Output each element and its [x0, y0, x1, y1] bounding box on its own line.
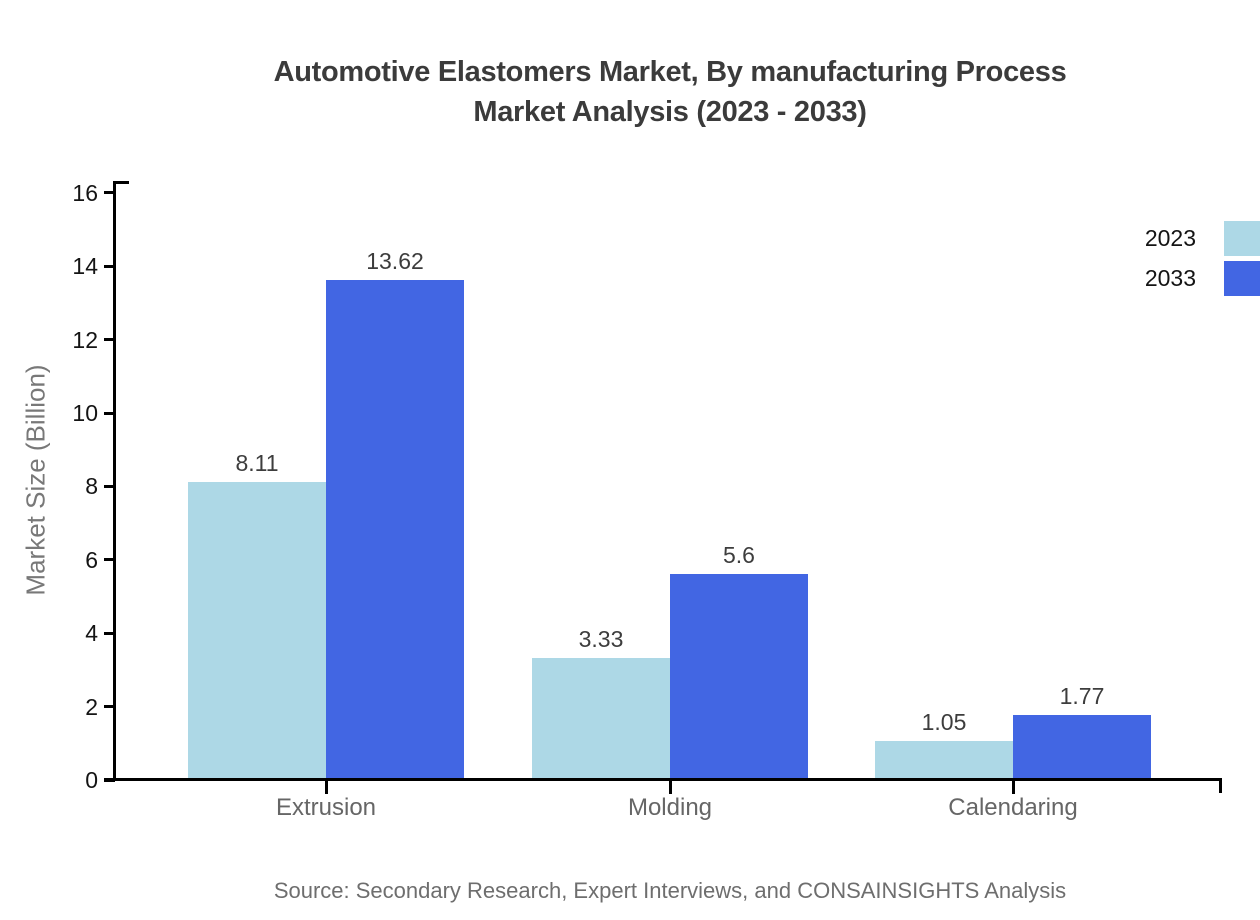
legend-swatch-2023	[1224, 221, 1260, 256]
x-tick-extrusion	[324, 781, 328, 794]
y-tick-label: 8	[85, 473, 98, 500]
y-tick	[104, 411, 115, 415]
source-note: Source: Secondary Research, Expert Inter…	[273, 878, 1067, 903]
y-tick-label: 14	[72, 253, 98, 280]
x-category-label-extrusion: Extrusion	[275, 794, 377, 821]
y-tick	[104, 191, 115, 195]
y-tick-label: 12	[72, 326, 98, 353]
y-tick-label: 10	[72, 400, 98, 426]
y-tick-label: 16	[72, 179, 98, 206]
chart-title-line2: Market Analysis (2023 - 2033)	[473, 96, 867, 128]
legend-swatch-2033	[1224, 261, 1260, 296]
x-tick-molding	[668, 781, 672, 794]
legend-label-2033: 2033	[1144, 265, 1196, 291]
bar-value-label-2033-molding: 5.6	[723, 542, 755, 569]
y-tick	[104, 705, 115, 709]
y-tick-label: 6	[85, 546, 98, 573]
x-category-label-calendaring: Calendaring	[948, 794, 1078, 821]
bar-2023-calendaring	[875, 741, 1013, 780]
x-tick-calendaring	[1011, 781, 1015, 794]
y-axis-top-cap	[113, 181, 129, 184]
y-tick-label: 2	[85, 693, 98, 720]
y-axis-line	[113, 181, 116, 781]
bar-value-label-2023-molding: 3.33	[578, 625, 624, 652]
bar-value-label-2023-calendaring: 1.05	[921, 709, 967, 736]
x-axis-line	[104, 778, 1222, 781]
y-tick-label: 0	[85, 767, 98, 793]
bar-2033-extrusion	[326, 280, 464, 780]
y-tick	[104, 264, 115, 268]
y-tick	[104, 631, 115, 635]
y-tick-label: 4	[85, 620, 98, 647]
y-tick	[104, 558, 115, 562]
bar-2033-calendaring	[1013, 715, 1151, 780]
bar-2023-molding	[532, 657, 670, 780]
bar-2023-extrusion	[188, 482, 326, 780]
x-axis-end-cap	[1219, 778, 1222, 793]
bar-2033-molding	[670, 574, 808, 780]
chart-title: Automotive Elastomers Market, By manufac…	[80, 52, 1260, 132]
y-tick	[104, 338, 115, 342]
bar-value-label-2033-calendaring: 1.77	[1059, 683, 1105, 710]
y-tick	[104, 484, 115, 488]
bar-value-label-2023-extrusion: 8.11	[235, 450, 279, 477]
bar-value-label-2033-extrusion: 13.62	[366, 248, 424, 275]
legend-label-2023: 2023	[1144, 225, 1196, 251]
x-category-label-molding: Molding	[627, 794, 713, 821]
chart-title-line1: Automotive Elastomers Market, By manufac…	[273, 56, 1067, 88]
